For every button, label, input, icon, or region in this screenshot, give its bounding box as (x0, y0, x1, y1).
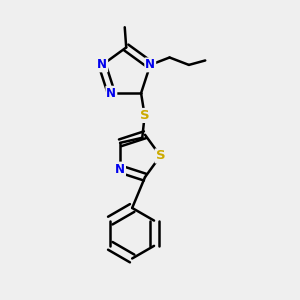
Text: S: S (156, 149, 165, 162)
Text: N: N (106, 87, 116, 100)
Text: N: N (115, 163, 125, 176)
Text: S: S (140, 109, 149, 122)
Text: N: N (145, 58, 155, 71)
Text: N: N (97, 58, 107, 71)
